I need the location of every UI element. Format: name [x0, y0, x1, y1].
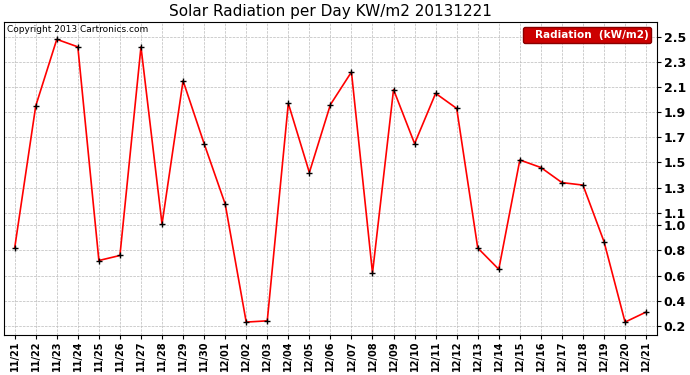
Text: Copyright 2013 Cartronics.com: Copyright 2013 Cartronics.com	[8, 25, 148, 34]
Legend: Radiation  (kW/m2): Radiation (kW/m2)	[523, 27, 651, 43]
Title: Solar Radiation per Day KW/m2 20131221: Solar Radiation per Day KW/m2 20131221	[169, 4, 492, 19]
